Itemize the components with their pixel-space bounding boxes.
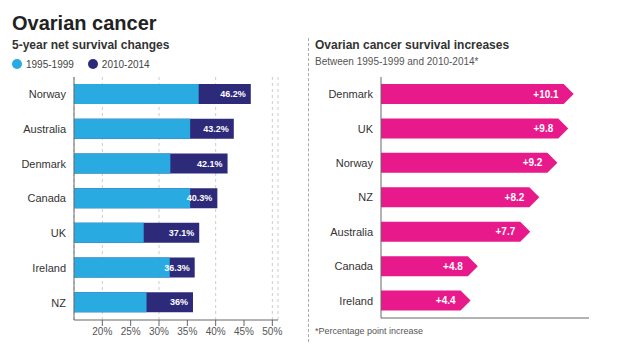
html-text:2010-2014: 2010-2014 (101, 58, 150, 70)
html-text:Ovarian cancer survival increa: Ovarian cancer survival increases (315, 38, 510, 52)
svg-text:+9.2: +9.2 (523, 157, 543, 168)
svg-text:20%: 20% (92, 326, 112, 337)
html-text:5-year net survival changes: 5-year net survival changes (12, 38, 170, 52)
svg-text:Denmark: Denmark (328, 88, 373, 100)
html-text:1995-1999: 1995-1999 (26, 58, 74, 70)
svg-text:+4.8: +4.8 (443, 261, 463, 272)
svg-text:46.2%: 46.2% (220, 89, 246, 99)
svg-text:Norway: Norway (29, 88, 67, 100)
html-text:Ovarian cancer: Ovarian cancer (12, 12, 157, 34)
svg-text:+4.4: +4.4 (436, 295, 456, 306)
svg-text:43.2%: 43.2% (203, 124, 229, 134)
svg-text:Canada: Canada (334, 260, 373, 272)
svg-text:42.1%: 42.1% (197, 159, 223, 169)
svg-text:+10.1: +10.1 (533, 89, 559, 100)
svg-text:Ireland: Ireland (339, 295, 373, 307)
svg-text:36%: 36% (170, 297, 188, 307)
svg-text:+8.2: +8.2 (505, 192, 525, 203)
svg-text:37.1%: 37.1% (169, 228, 195, 238)
svg-text:35%: 35% (177, 326, 197, 337)
svg-text:40.3%: 40.3% (187, 193, 213, 203)
html-text:Between 1995-1999 and 2010-201: Between 1995-1999 and 2010-2014* (315, 56, 479, 67)
svg-text:UK: UK (51, 227, 67, 239)
svg-text:Norway: Norway (336, 157, 374, 169)
svg-text:NZ: NZ (358, 191, 373, 203)
svg-text:Ireland: Ireland (32, 262, 66, 274)
svg-text:Canada: Canada (27, 192, 66, 204)
svg-text:Denmark: Denmark (21, 158, 66, 170)
svg-text:NZ: NZ (51, 297, 66, 309)
svg-text:UK: UK (358, 123, 374, 135)
svg-text:+7.7: +7.7 (496, 226, 516, 237)
html-text:*Percentage point increase: *Percentage point increase (315, 326, 424, 336)
svg-text:Australia: Australia (330, 226, 374, 238)
svg-text:25%: 25% (121, 326, 141, 337)
svg-text:Australia: Australia (23, 123, 67, 135)
svg-text:30%: 30% (149, 326, 169, 337)
svg-text:+9.8: +9.8 (534, 123, 554, 134)
svg-text:36.3%: 36.3% (164, 263, 190, 273)
svg-text:50%: 50% (262, 326, 282, 337)
svg-text:45%: 45% (234, 326, 254, 337)
svg-text:40%: 40% (206, 326, 226, 337)
